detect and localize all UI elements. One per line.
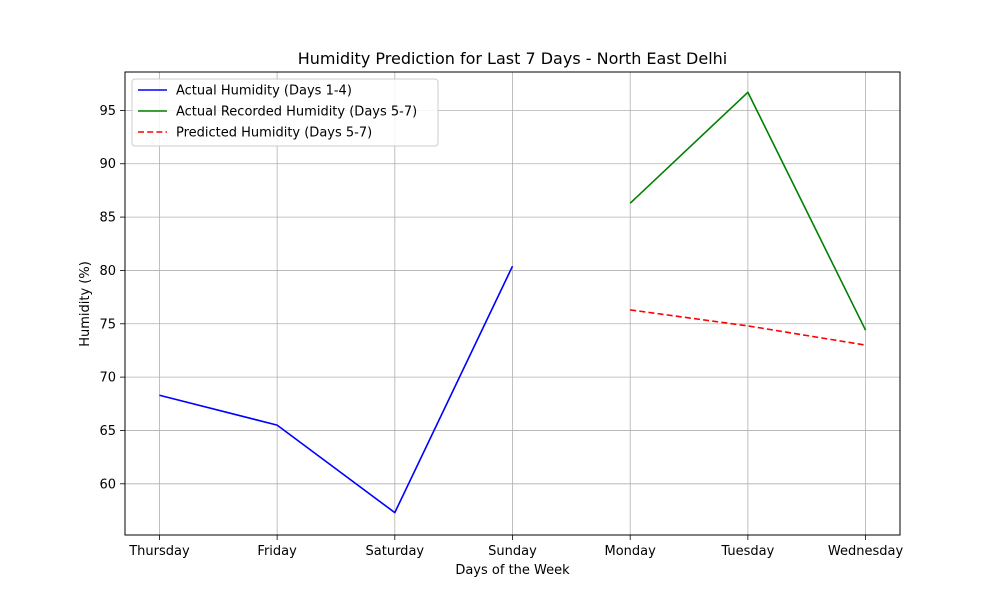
- series-line-3: [630, 309, 866, 346]
- y-tick-label: 60: [99, 477, 116, 492]
- y-tick-label: 95: [99, 104, 116, 119]
- legend-label-1: Actual Humidity (Days 1-4): [176, 84, 352, 99]
- x-tick-label: Wednesday: [828, 544, 904, 559]
- x-tick-label: Monday: [605, 544, 657, 559]
- x-tick-label: Thursday: [128, 544, 190, 559]
- x-axis-label: Days of the Week: [455, 563, 570, 578]
- x-axis-ticks: Thursday Friday Saturday Sunday Monday Tuesda…: [128, 535, 903, 559]
- series-line-2: [629, 91, 867, 331]
- legend-label-3: Predicted Humidity (Days 5-7): [176, 126, 372, 141]
- y-tick-label: 65: [99, 424, 116, 439]
- y-tick-label: 70: [99, 371, 116, 386]
- x-tick-label: Tuesday: [720, 544, 774, 559]
- y-tick-label: 80: [99, 264, 116, 279]
- legend: Actual Humidity (Days 1-4) Actual Recorde…: [131, 78, 439, 147]
- y-tick-label: 85: [99, 211, 116, 226]
- series-lines: [159, 91, 867, 514]
- series-line-1: [159, 265, 514, 514]
- x-tick-label: Friday: [257, 544, 297, 559]
- chart-title: Humidity Prediction for Last 7 Days - No…: [298, 49, 727, 68]
- legend-box: [131, 78, 439, 147]
- y-tick-label: 75: [99, 317, 116, 332]
- legend-items: Actual Humidity (Days 1-4) Actual Recorde…: [138, 84, 417, 141]
- x-tick-label: Sunday: [488, 544, 537, 559]
- y-axis-label: Humidity (%): [78, 261, 93, 347]
- x-tick-label: Saturday: [366, 544, 425, 559]
- legend-label-2: Actual Recorded Humidity (Days 5-7): [176, 105, 417, 120]
- y-axis-ticks: 60 65 70 75 80 85 90 95: [99, 104, 125, 492]
- grid-lines: [125, 72, 900, 535]
- y-tick-label: 90: [99, 157, 116, 172]
